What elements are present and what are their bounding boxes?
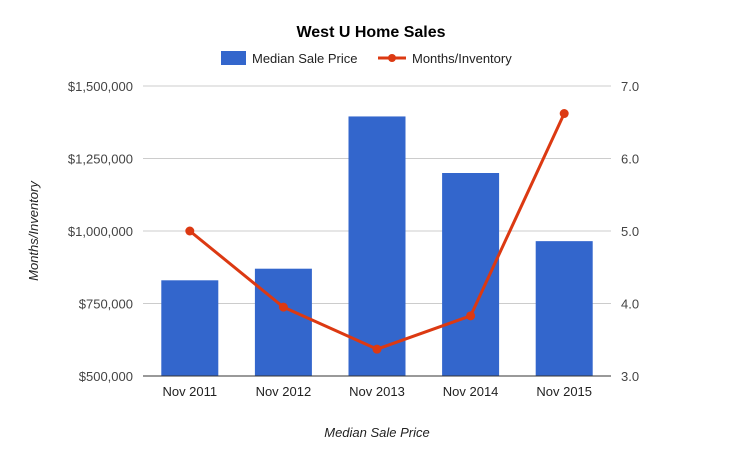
y-axis-title: Months/Inventory: [26, 180, 41, 281]
legend: Median Sale Price Months/Inventory: [221, 51, 512, 66]
legend-label-median-sale-price: Median Sale Price: [252, 51, 358, 66]
category-labels: Nov 2011 Nov 2012 Nov 2013 Nov 2014 Nov 2015: [162, 384, 592, 399]
point-months-inventory: [185, 226, 195, 236]
x-axis-title: Median Sale Price: [324, 425, 430, 440]
category-label: Nov 2014: [443, 384, 499, 399]
point-months-inventory: [466, 311, 476, 321]
right-axis-ticks: 3.0 4.0 5.0 6.0 7.0: [621, 79, 639, 384]
chart-title: West U Home Sales: [296, 24, 445, 41]
category-label: Nov 2012: [256, 384, 312, 399]
left-tick-label: $500,000: [79, 369, 133, 384]
left-tick-label: $1,500,000: [68, 79, 133, 94]
legend-swatch-months-inventory-marker: [388, 54, 396, 62]
category-label: Nov 2015: [536, 384, 592, 399]
legend-swatch-median-sale-price: [221, 51, 246, 65]
right-tick-label: 6.0: [621, 152, 639, 167]
right-tick-label: 4.0: [621, 297, 639, 312]
right-tick-label: 5.0: [621, 224, 639, 239]
category-label: Nov 2011: [162, 384, 217, 399]
left-axis-ticks: $500,000 $750,000 $1,000,000 $1,250,000 $1,5…: [68, 79, 133, 384]
line-series: [185, 109, 569, 354]
legend-label-months-inventory: Months/Inventory: [412, 51, 512, 66]
bar-median-sale-price: [254, 268, 312, 376]
bar-median-sale-price: [348, 116, 406, 376]
right-tick-label: 3.0: [621, 369, 639, 384]
left-tick-label: $1,000,000: [68, 224, 133, 239]
point-months-inventory: [559, 109, 569, 119]
point-months-inventory: [278, 302, 288, 312]
left-tick-label: $1,250,000: [68, 152, 133, 167]
point-months-inventory: [372, 344, 382, 354]
bar-median-sale-price: [161, 280, 219, 376]
bar-median-sale-price: [535, 241, 593, 376]
left-tick-label: $750,000: [79, 297, 133, 312]
category-label: Nov 2013: [349, 384, 405, 399]
bars: [143, 116, 611, 377]
right-tick-label: 7.0: [621, 79, 639, 94]
